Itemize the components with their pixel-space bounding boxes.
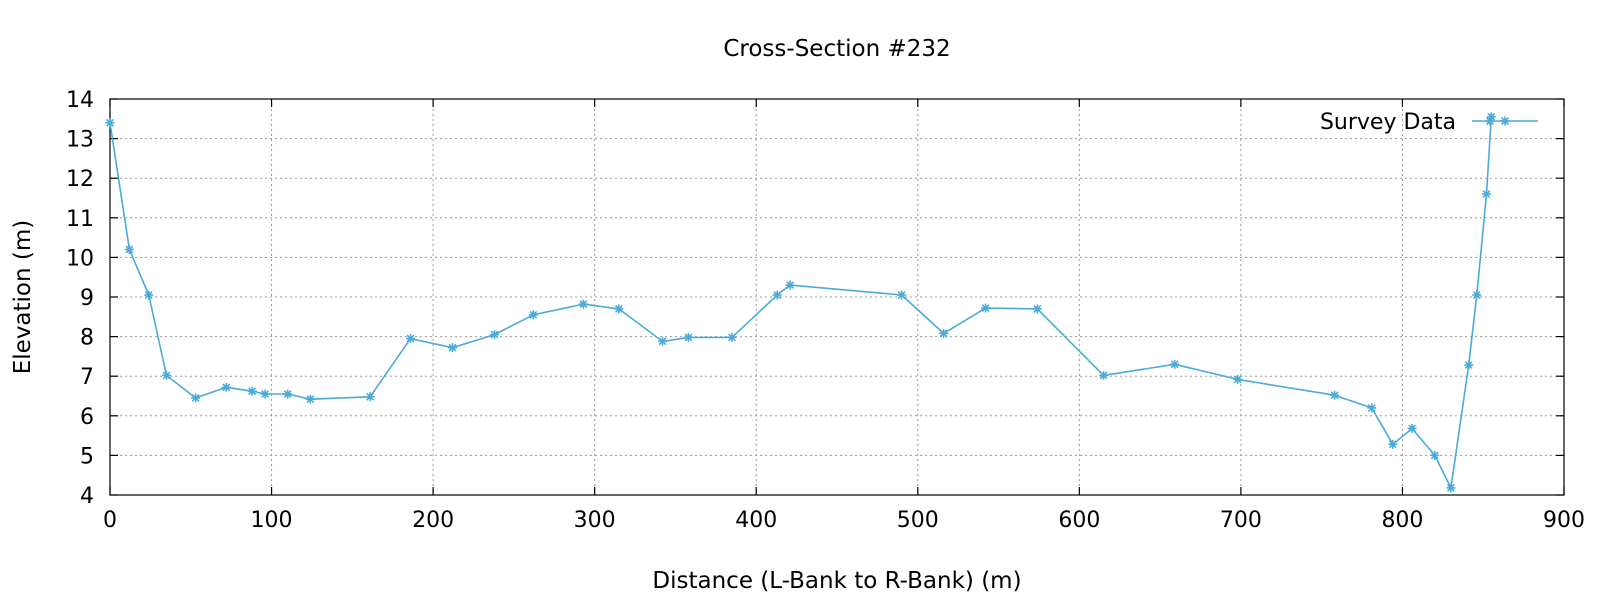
data-point <box>578 299 588 309</box>
data-point <box>1032 304 1042 314</box>
data-point <box>727 332 737 342</box>
data-point <box>105 118 115 128</box>
x-tick-label: 900 <box>1543 508 1585 533</box>
data-point <box>1446 483 1456 493</box>
data-point <box>1464 360 1474 370</box>
legend-label-survey-data: Survey Data <box>1320 110 1456 135</box>
data-point <box>221 382 231 392</box>
y-tick-label: 11 <box>66 207 94 232</box>
y-tick-label: 8 <box>80 326 94 351</box>
y-axis-label: Elevation (m) <box>10 220 36 375</box>
data-point <box>490 330 500 340</box>
data-point <box>1481 189 1491 199</box>
y-tick-label: 12 <box>66 167 94 192</box>
y-tick-label: 7 <box>80 365 94 390</box>
data-point <box>1430 450 1440 460</box>
data-point <box>1170 359 1180 369</box>
y-tick-label: 4 <box>80 484 94 509</box>
series-layer <box>105 112 1496 493</box>
data-point <box>785 280 795 290</box>
data-point <box>1099 370 1109 380</box>
data-point <box>260 389 270 399</box>
data-point <box>1330 390 1340 400</box>
data-point <box>283 389 293 399</box>
data-point <box>191 393 201 403</box>
data-point <box>405 334 415 344</box>
data-point <box>247 386 257 396</box>
data-point <box>305 394 315 404</box>
series-line-survey-data <box>109 116 1493 489</box>
legend-marker <box>1500 116 1510 126</box>
legend-swatch-survey-data <box>1472 116 1538 126</box>
data-point <box>614 304 624 314</box>
data-point <box>1407 423 1417 433</box>
legend-marker <box>1485 116 1495 126</box>
y-tick-label: 9 <box>80 286 94 311</box>
x-tick-label: 200 <box>412 508 454 533</box>
data-point <box>683 332 693 342</box>
data-point <box>981 303 991 313</box>
x-tick-label: 500 <box>897 508 939 533</box>
y-tick-label: 6 <box>80 405 94 430</box>
grid-lines <box>110 99 1564 495</box>
data-point <box>1388 439 1398 449</box>
x-tick-label: 0 <box>103 508 117 533</box>
data-point <box>365 392 375 402</box>
y-tick-label: 13 <box>66 128 94 153</box>
chart-title: Cross-Section #232 <box>723 36 950 62</box>
data-point <box>658 336 668 346</box>
x-tick-label: 600 <box>1058 508 1100 533</box>
data-point <box>162 370 172 380</box>
x-tick-label: 800 <box>1381 508 1423 533</box>
legend: Survey Data <box>1320 110 1538 135</box>
data-point <box>772 290 782 300</box>
axis-ticks: 0 100 200 300 400 500 600 700 800 900 4 5 6 7 8 9 10 11 12… <box>66 88 1585 533</box>
data-point <box>124 244 134 254</box>
x-tick-label: 300 <box>574 508 616 533</box>
x-tick-label: 400 <box>735 508 777 533</box>
data-point <box>144 290 154 300</box>
y-tick-label: 14 <box>66 88 94 113</box>
y-tick-label: 5 <box>80 444 94 469</box>
x-tick-label: 700 <box>1220 508 1262 533</box>
x-tick-label: 100 <box>251 508 293 533</box>
data-point <box>447 343 457 353</box>
x-axis-label: Distance (L-Bank to R-Bank) (m) <box>652 568 1021 594</box>
data-point <box>897 290 907 300</box>
data-point <box>939 328 949 338</box>
data-point <box>1367 403 1377 413</box>
y-tick-label: 10 <box>66 246 94 271</box>
data-point <box>528 310 538 320</box>
data-point <box>1472 290 1482 300</box>
data-point <box>1233 374 1243 384</box>
